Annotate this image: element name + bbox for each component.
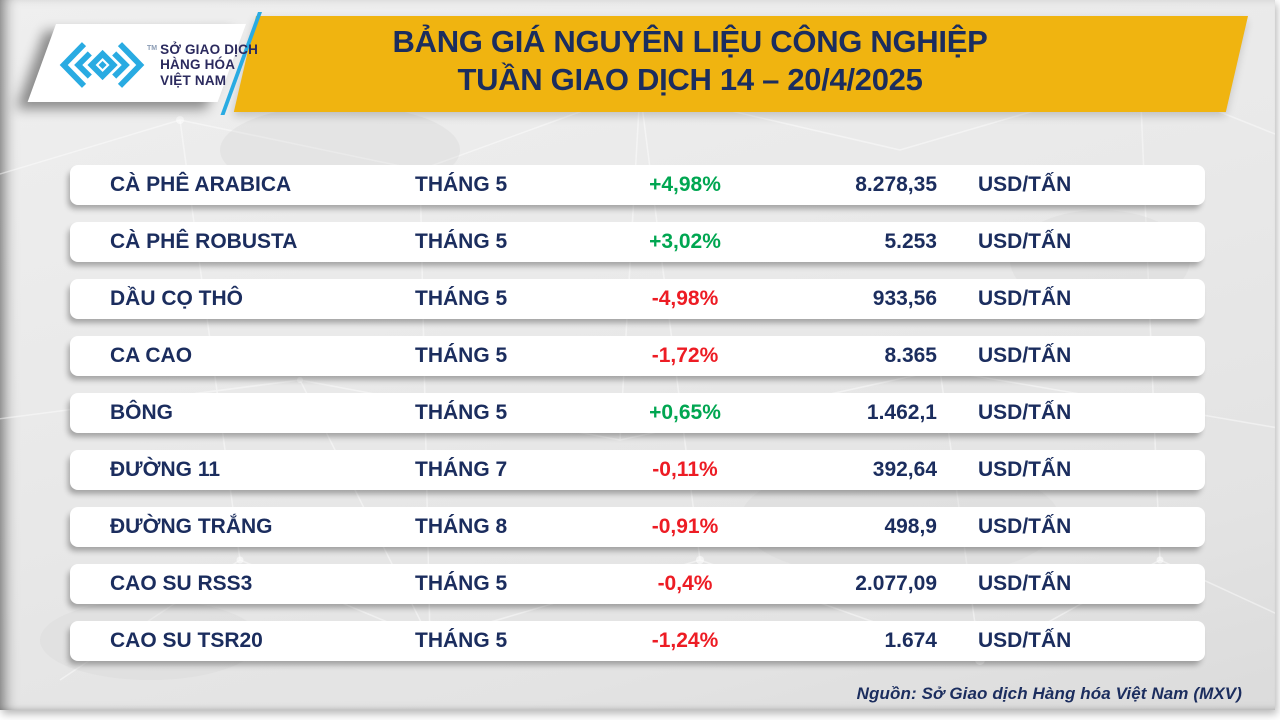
table-row: CÀ PHÊ ARABICA THÁNG 5 +4,98% 8.278,35 U… (70, 165, 1205, 205)
contract-month: THÁNG 5 (415, 344, 508, 367)
commodity-name: ĐƯỜNG TRẮNG (110, 515, 273, 538)
table-row: DẦU CỌ THÔ THÁNG 5 -4,98% 933,56 USD/TẤN (70, 279, 1205, 319)
source-attribution: Nguồn: Sở Giao dịch Hàng hóa Việt Nam (M… (856, 684, 1242, 703)
page-title: BẢNG GIÁ NGUYÊN LIỆU CÔNG NGHIỆP TUẦN GI… (200, 23, 1180, 99)
page-title-line2: TUẦN GIAO DỊCH 14 – 20/4/2025 (457, 62, 923, 97)
commodity-name: BÔNG (110, 401, 173, 424)
logo-org-line2: HÀNG HÓA (160, 57, 236, 73)
commodity-name: DẦU CỌ THÔ (110, 287, 243, 310)
table-row: CAO SU RSS3 THÁNG 5 -0,4% 2.077,09 USD/T… (70, 564, 1205, 604)
percent-change: -4,98% (651, 287, 719, 310)
trademark-symbol: TM (147, 44, 158, 52)
price-value: 2.077,09 (855, 572, 937, 595)
percent-change: +4,98% (649, 173, 721, 196)
price-value: 8.278,35 (855, 173, 937, 196)
price-value: 1.462,1 (866, 401, 937, 424)
price-value: 1.674 (884, 629, 937, 652)
percent-change: -1,72% (651, 344, 719, 367)
price-unit: USD/TẤN (978, 230, 1072, 253)
price-value: 8.365 (884, 344, 937, 367)
contract-month: THÁNG 7 (415, 458, 508, 481)
percent-change: -0,4% (657, 572, 713, 595)
commodity-name: CAO SU TSR20 (110, 629, 263, 652)
table-row: BÔNG THÁNG 5 +0,65% 1.462,1 USD/TẤN (70, 393, 1205, 433)
price-value: 392,64 (872, 458, 937, 481)
price-value: 498,9 (884, 515, 937, 538)
percent-change: +3,02% (649, 230, 721, 253)
table-row: ĐƯỜNG TRẮNG THÁNG 8 -0,91% 498,9 USD/TẤN (70, 507, 1205, 547)
contract-month: THÁNG 5 (415, 230, 508, 253)
price-value: 933,56 (872, 287, 937, 310)
contract-month: THÁNG 5 (415, 401, 508, 424)
commodity-name: CÀ PHÊ ARABICA (110, 173, 292, 196)
contract-month: THÁNG 8 (415, 515, 508, 538)
table-row: CAO SU TSR20 THÁNG 5 -1,24% 1.674 USD/TẤ… (70, 621, 1205, 661)
contract-month: THÁNG 5 (415, 173, 508, 196)
mxv-chevron-diamond-icon (59, 42, 145, 88)
price-table: CÀ PHÊ ARABICA THÁNG 5 +4,98% 8.278,35 U… (70, 165, 1205, 678)
percent-change: -1,24% (651, 629, 719, 652)
price-unit: USD/TẤN (978, 401, 1072, 424)
price-unit: USD/TẤN (978, 515, 1072, 538)
commodity-name: ĐƯỜNG 11 (110, 458, 221, 481)
commodity-name: CAO SU RSS3 (110, 572, 253, 595)
price-unit: USD/TẤN (978, 458, 1072, 481)
price-value: 5.253 (884, 230, 937, 253)
commodity-name: CA CAO (110, 344, 193, 367)
logo-org-line1: SỞ GIAO DỊCH (160, 41, 259, 57)
percent-change: -0,11% (652, 458, 718, 481)
percent-change: +0,65% (649, 401, 721, 424)
table-row: CA CAO THÁNG 5 -1,72% 8.365 USD/TẤN (70, 336, 1205, 376)
mxv-logo: TM SỞ GIAO DỊCH HÀNG HÓA VIỆT NAM (58, 33, 258, 97)
price-unit: USD/TẤN (978, 287, 1072, 310)
percent-change: -0,91% (651, 515, 719, 538)
logo-org-line3: VIỆT NAM (160, 72, 227, 88)
price-unit: USD/TẤN (978, 629, 1072, 652)
page-title-line1: BẢNG GIÁ NGUYÊN LIỆU CÔNG NGHIỆP (392, 24, 988, 59)
price-unit: USD/TẤN (978, 344, 1072, 367)
contract-month: THÁNG 5 (415, 629, 508, 652)
table-row: ĐƯỜNG 11 THÁNG 7 -0,11% 392,64 USD/TẤN (70, 450, 1205, 490)
price-unit: USD/TẤN (978, 173, 1072, 196)
logo-org-name: SỞ GIAO DỊCH HÀNG HÓA VIỆT NAM (160, 42, 258, 88)
table-row: CÀ PHÊ ROBUSTA THÁNG 5 +3,02% 5.253 USD/… (70, 222, 1205, 262)
contract-month: THÁNG 5 (415, 287, 508, 310)
commodity-name: CÀ PHÊ ROBUSTA (110, 230, 298, 253)
price-unit: USD/TẤN (978, 572, 1072, 595)
contract-month: THÁNG 5 (415, 572, 508, 595)
